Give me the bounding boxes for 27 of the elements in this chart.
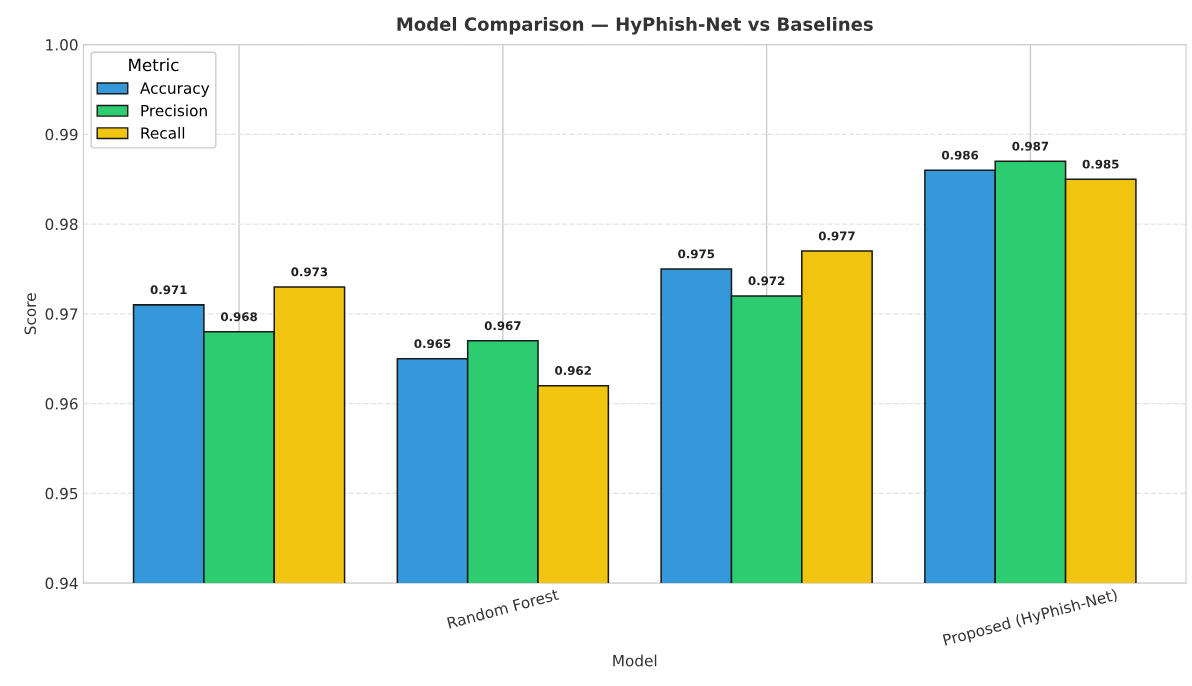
legend-title: Metric (129, 58, 179, 72)
data-label: 0.986 (941, 150, 979, 160)
data-label: 0.971 (150, 285, 187, 295)
y-tick-label: 0.98 (45, 218, 78, 231)
legend-label: Precision (141, 104, 207, 117)
y-tick-label: 0.95 (45, 487, 78, 500)
data-label: 0.977 (818, 231, 855, 241)
data-label: 0.985 (1082, 159, 1119, 169)
legend-label: Accuracy (140, 82, 210, 97)
y-tick-label: 0.94 (45, 577, 78, 590)
x-axis-title: Model (613, 654, 657, 667)
chart-title: Model Comparison — HyPhish-Net vs Baselines (397, 16, 873, 35)
x-tick-label: Random Forest (446, 588, 560, 629)
y-tick-label: 0.99 (45, 128, 78, 141)
y-axis-title: Score (24, 293, 37, 335)
data-label: 0.965 (414, 339, 451, 349)
data-label: 0.972 (748, 276, 785, 286)
data-label: 0.962 (555, 366, 591, 376)
y-tick-label: 0.97 (45, 308, 78, 320)
data-label: 0.987 (1012, 141, 1049, 151)
data-label: 0.967 (484, 321, 521, 331)
data-label: 0.973 (291, 267, 328, 277)
y-tick-label: 1.00 (46, 39, 78, 51)
y-tick-label: 0.96 (45, 398, 78, 410)
data-label: 0.975 (678, 249, 715, 259)
data-label: 0.968 (220, 312, 258, 322)
legend-label: Recall (141, 126, 185, 139)
